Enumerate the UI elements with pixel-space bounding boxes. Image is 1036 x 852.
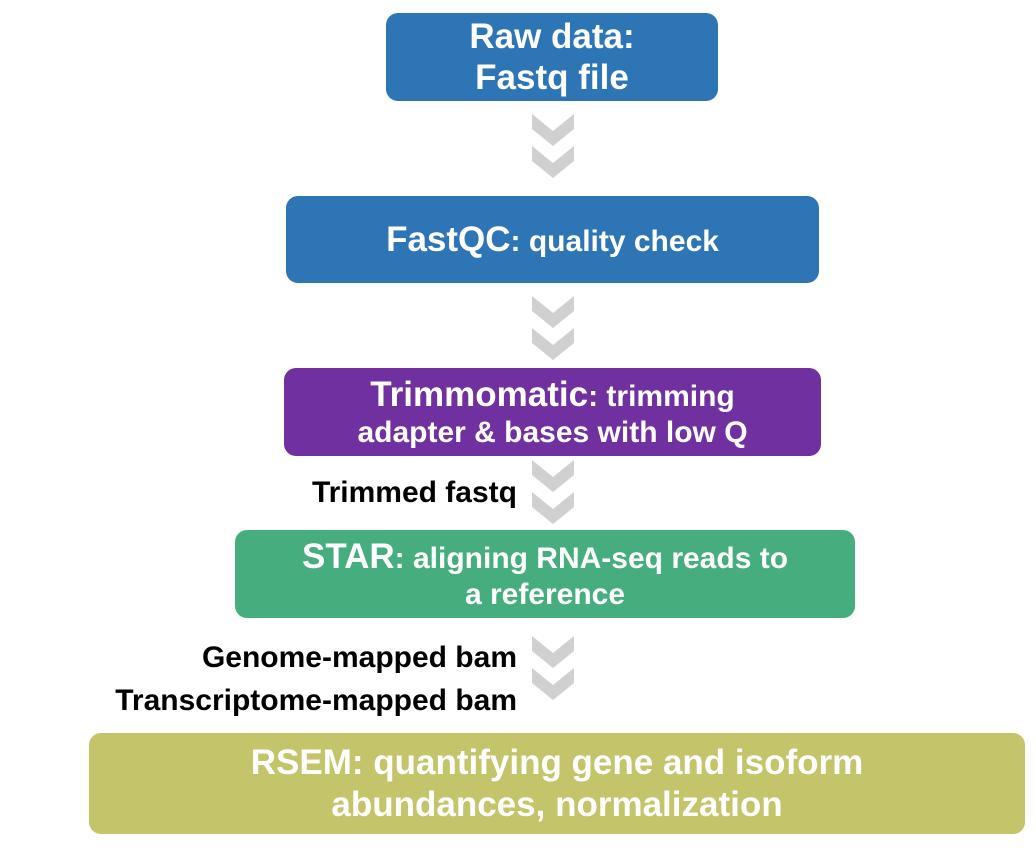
star-tool: STAR — [301, 536, 395, 576]
rsem-desc1: : quantifying gene and isoform — [351, 743, 864, 783]
trimmomatic-tool: Trimmomatic — [370, 374, 589, 414]
rsem-tool: RSEM — [250, 743, 352, 783]
step-rsem: RSEM: quantifying gene and isoform abund… — [89, 733, 1025, 834]
double-chevron-down-icon — [532, 114, 574, 180]
rsem-desc2: abundances, normalization — [331, 784, 783, 824]
raw-data-line1: Raw data: — [469, 16, 635, 56]
step-fastqc: FastQC: quality check — [286, 196, 819, 283]
output-genome-bam: Genome-mapped bam — [201, 641, 517, 674]
double-chevron-down-icon — [532, 460, 574, 526]
double-chevron-down-icon — [532, 636, 574, 702]
step-star: STAR: aligning RNA-seq reads to a refere… — [235, 530, 855, 618]
trimmomatic-desc2: adapter & bases with low Q — [357, 415, 748, 449]
star-desc2: a reference — [464, 577, 626, 611]
fastqc-tool: FastQC — [386, 219, 511, 259]
raw-data-line2: Fastq file — [475, 58, 629, 97]
star-desc1: : aligning RNA-seq reads to — [394, 541, 789, 575]
output-trimmed-fastq: Trimmed fastq — [311, 476, 517, 509]
output-transcriptome-bam: Transcriptome-mapped bam — [115, 684, 517, 717]
fastqc-desc: : quality check — [510, 224, 719, 258]
trimmomatic-desc1: : trimming — [588, 379, 735, 413]
step-trimmomatic: Trimmomatic: trimming adapter & bases wi… — [284, 368, 821, 456]
double-chevron-down-icon — [532, 296, 574, 362]
step-raw-data: Raw data: Fastq file — [386, 13, 718, 101]
